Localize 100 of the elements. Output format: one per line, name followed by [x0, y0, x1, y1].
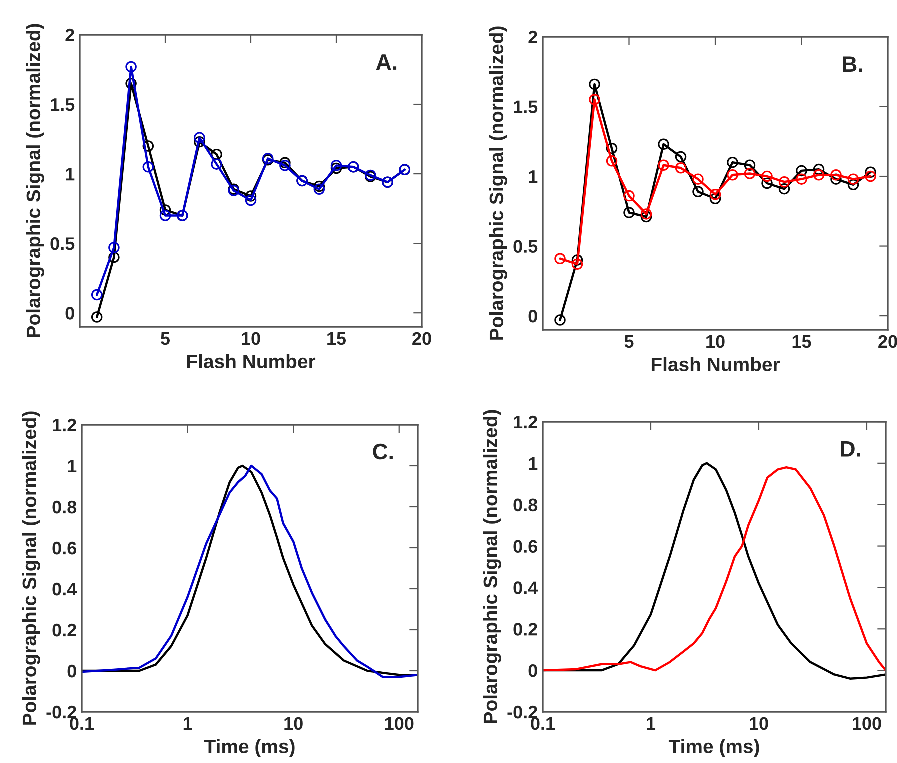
point — [762, 170, 773, 182]
point — [211, 148, 222, 160]
x-tick-label: 15 — [328, 332, 346, 346]
y-tick-label: 0 — [66, 307, 74, 320]
point — [675, 151, 687, 163]
point — [108, 242, 120, 254]
y-tick-label: 0.8 — [514, 498, 538, 512]
annotation: D. — [841, 441, 860, 457]
y-tick-label: -0.2 — [508, 706, 538, 719]
point — [91, 289, 103, 301]
point — [848, 174, 860, 185]
point — [778, 176, 790, 188]
point — [744, 160, 756, 171]
y-tick-label: 0.2 — [52, 624, 76, 637]
point — [692, 174, 704, 185]
x-tick-label: 10 — [242, 332, 260, 346]
point — [624, 207, 635, 218]
x-axis-title: Time (ms) — [668, 739, 760, 758]
x-tick-label: 100 — [853, 717, 882, 730]
x-tick-label: 10 — [284, 717, 303, 730]
y-tick-label: 0 — [528, 664, 538, 678]
y-tick-label: 1.5 — [51, 98, 75, 112]
point — [606, 142, 618, 154]
point — [813, 164, 825, 176]
y-tick-label: 0.4 — [514, 582, 538, 594]
x-axis-title: Flash Number — [187, 354, 316, 369]
point — [830, 170, 842, 181]
y-tick-label: 1 — [529, 170, 538, 184]
y-tick-label: 2 — [528, 30, 538, 44]
point — [142, 140, 154, 152]
point — [194, 132, 206, 144]
point — [658, 138, 670, 150]
y-tick-label: -0.2 — [46, 706, 76, 719]
point — [606, 156, 618, 167]
point — [330, 162, 342, 174]
point — [245, 194, 257, 206]
y-axis-title: Polarographic Signal (normalized) — [26, 24, 44, 338]
point — [778, 183, 790, 195]
annotation: A. — [376, 54, 397, 70]
point — [865, 166, 876, 178]
point — [211, 158, 222, 170]
point — [710, 193, 722, 204]
y-tick-label: 0 — [528, 310, 538, 323]
y-tick-label: 1.2 — [514, 416, 538, 429]
y-tick-label: 0.5 — [50, 238, 75, 250]
point — [640, 208, 652, 220]
point — [865, 170, 876, 182]
point — [126, 61, 137, 73]
point — [848, 179, 860, 191]
point — [126, 78, 137, 90]
x-axis-title: Flash Number — [652, 357, 780, 372]
point — [710, 189, 722, 200]
point — [330, 160, 342, 172]
x-axis-title: Time (ms) — [204, 739, 295, 758]
point — [727, 156, 738, 168]
y-tick-label: 0.4 — [52, 582, 78, 596]
point — [314, 180, 326, 192]
point — [554, 314, 566, 326]
annotation: B. — [843, 56, 862, 72]
y-tick-label: 1.2 — [53, 418, 76, 432]
x-tick-label: 0.1 — [70, 717, 94, 730]
point — [314, 184, 326, 195]
x-tick-label: 10 — [706, 335, 725, 348]
x-tick-label: 20 — [878, 335, 897, 348]
point — [108, 252, 120, 264]
x-tick-label: 20 — [412, 332, 432, 346]
point — [658, 160, 670, 171]
point — [91, 312, 103, 323]
y-axis-title: Polarographic Signal (normalized) — [22, 412, 40, 725]
y-tick-label: 1 — [66, 168, 75, 181]
x-tick-label: 5 — [624, 336, 634, 348]
y-tick-label: 1.5 — [514, 100, 538, 114]
y-tick-label: 0.5 — [514, 240, 538, 254]
y-axis-title: Polarographic Signal (normalized) — [489, 26, 508, 340]
y-tick-label: 0.6 — [514, 540, 538, 554]
y-tick-label: 0.6 — [52, 542, 76, 555]
y-tick-label: 0.2 — [514, 623, 538, 636]
point — [744, 168, 756, 180]
annotation: C. — [373, 444, 393, 460]
y-tick-label: 0.8 — [52, 500, 77, 514]
point — [675, 162, 687, 174]
point — [640, 211, 652, 223]
x-tick-label: 15 — [792, 336, 812, 348]
point — [589, 78, 600, 90]
y-tick-label: 2 — [66, 28, 74, 42]
point — [762, 178, 773, 190]
point — [813, 170, 825, 181]
y-tick-label: 1 — [529, 458, 538, 470]
point — [624, 190, 635, 202]
point — [160, 204, 172, 216]
x-tick-label: 1 — [184, 718, 192, 730]
x-tick-label: 1 — [647, 718, 656, 730]
point — [194, 136, 206, 148]
x-tick-label: 10 — [750, 717, 768, 730]
point — [830, 174, 842, 185]
x-tick-label: 5 — [161, 332, 170, 346]
point — [160, 210, 172, 222]
point — [572, 254, 584, 266]
point — [727, 170, 738, 181]
point — [245, 190, 257, 202]
